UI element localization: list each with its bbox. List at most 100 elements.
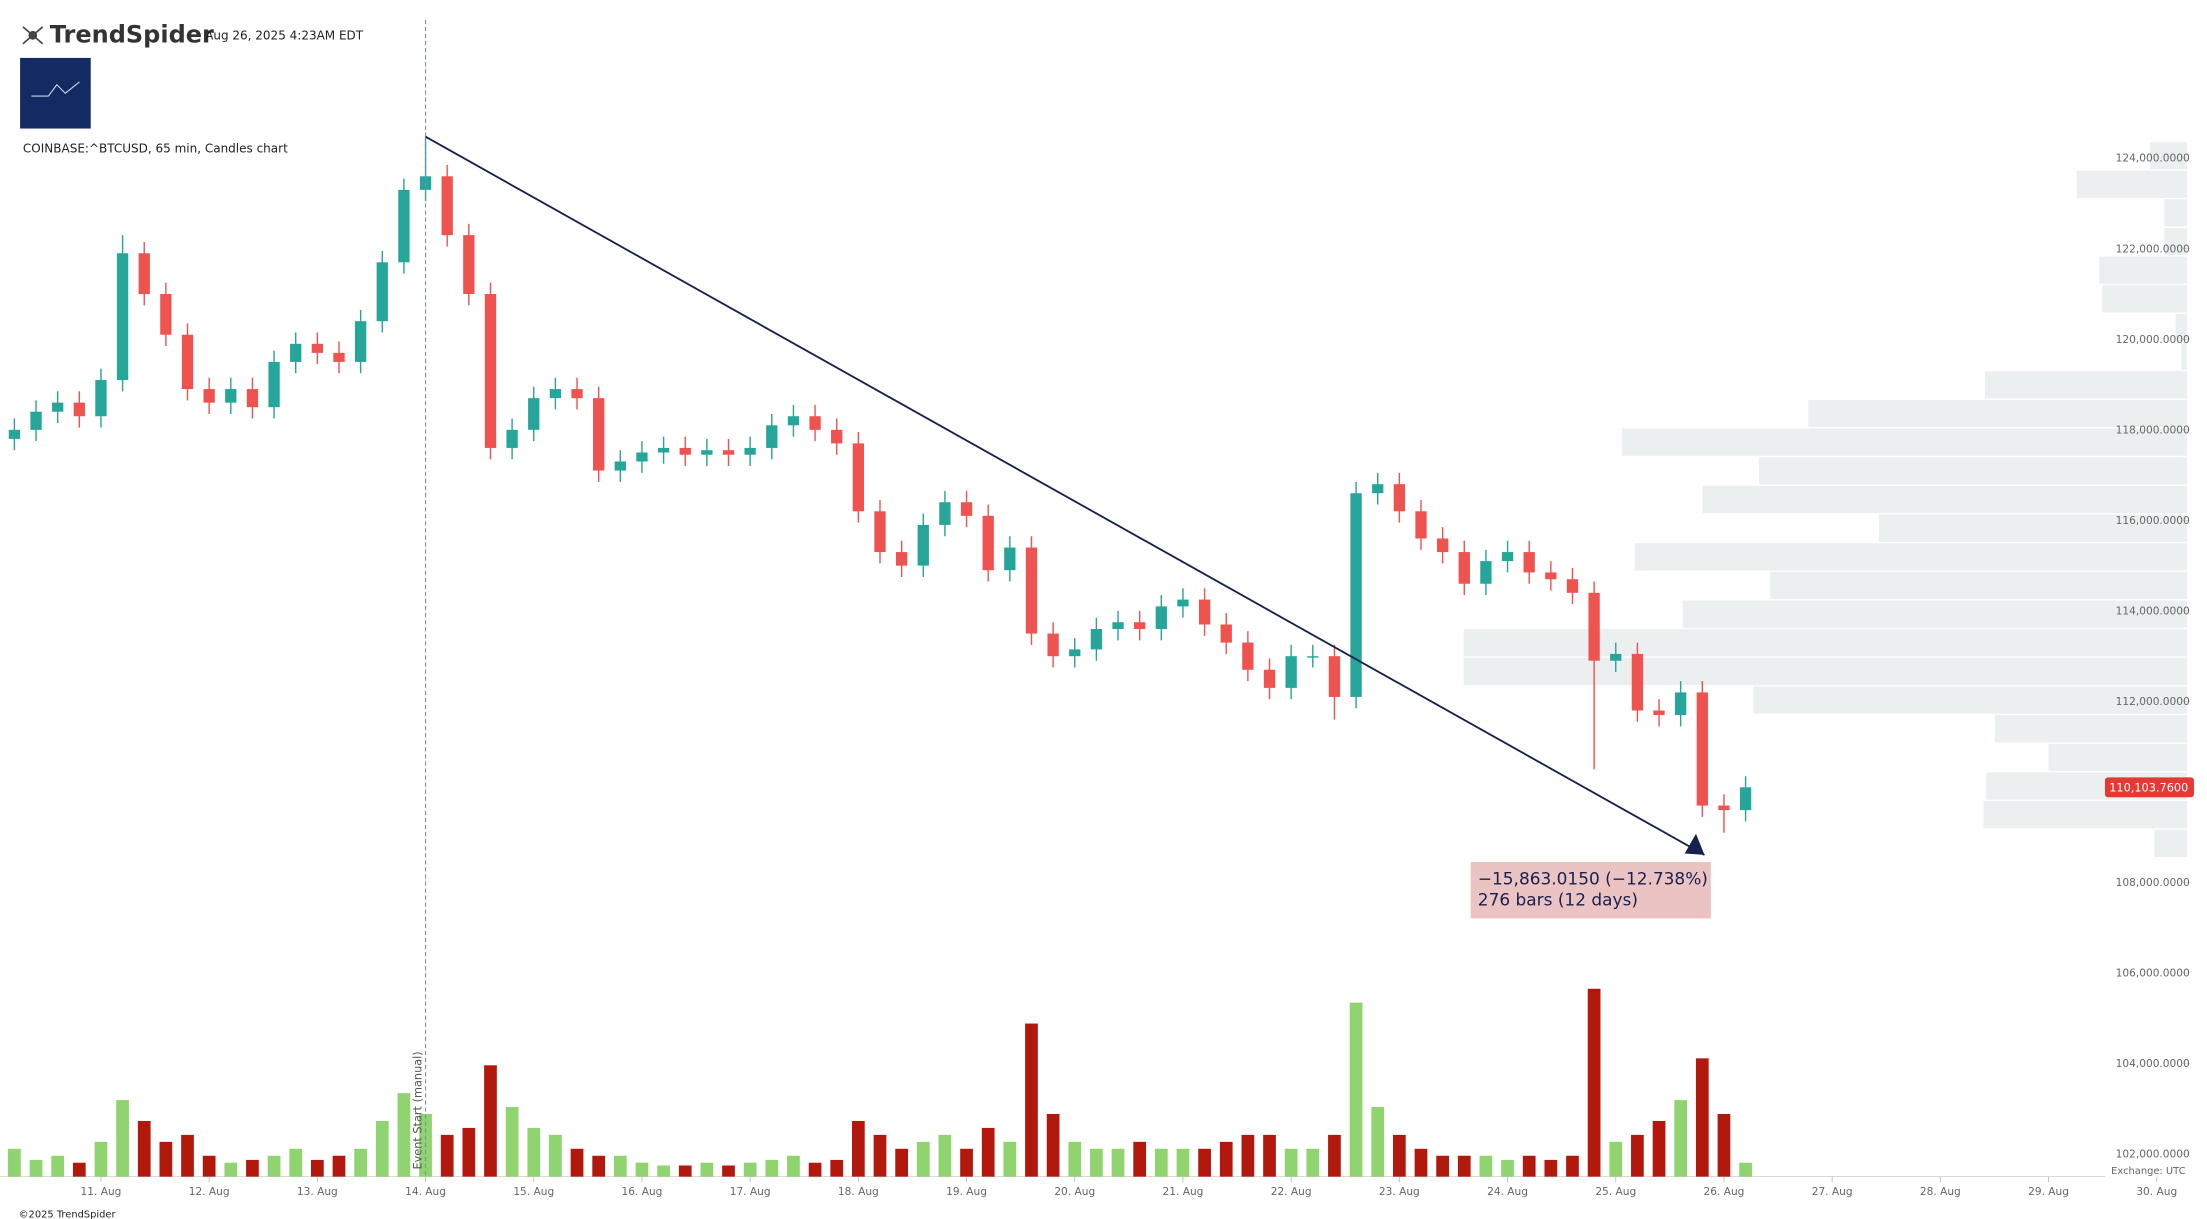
candle-body	[1696, 692, 1708, 806]
y-tick-label: 116,000.0000	[2116, 515, 2190, 527]
volume-bar	[51, 1155, 65, 1177]
measure-arrow	[1684, 833, 1705, 855]
candle-body	[246, 389, 259, 408]
volume-bar	[1025, 1023, 1038, 1177]
volume-bar	[1046, 1114, 1060, 1177]
candle-body	[376, 262, 388, 322]
volume-bar	[787, 1155, 800, 1177]
x-tick-label: 19. Aug	[946, 1186, 987, 1198]
measure-label: −15,863.0150 (−12.738%)	[1478, 869, 1708, 889]
candle-body	[917, 524, 929, 566]
x-tick-label: 26. Aug	[1704, 1186, 1745, 1198]
candle-body	[895, 552, 908, 566]
candle-body	[852, 443, 865, 512]
candle-body	[1610, 653, 1622, 661]
x-tick-label: 28. Aug	[1920, 1186, 1961, 1198]
exchange: Exchange: UTC	[2111, 1166, 2185, 1177]
x-tick-label: 24. Aug	[1487, 1186, 1528, 1198]
volume-bar	[224, 1162, 238, 1177]
profile-bar	[1984, 371, 2187, 399]
candle-body	[138, 253, 150, 295]
volume-bar	[1068, 1141, 1082, 1177]
timestamp: Aug 26, 2025 4:23AM EDT	[205, 29, 364, 43]
profile-bar	[1463, 657, 2187, 686]
profile-bar	[1758, 457, 2187, 485]
volume-bar	[657, 1165, 670, 1177]
volume-profile	[1463, 141, 2187, 857]
candle-body	[1675, 692, 1687, 716]
volume-bar	[94, 1141, 108, 1177]
volume-bar	[1133, 1141, 1147, 1177]
y-tick-label: 124,000.0000	[2116, 153, 2190, 165]
candle-body	[463, 235, 475, 295]
candle-body	[1436, 538, 1449, 553]
brand: TrendSpider	[50, 20, 214, 48]
volume-bar	[700, 1162, 714, 1177]
candle-body	[722, 450, 735, 455]
x-tick-label: 14. Aug	[405, 1186, 446, 1198]
profile-bar	[1753, 686, 2187, 714]
volume-bar	[181, 1134, 194, 1177]
volume-bar	[246, 1159, 259, 1177]
measure-label: 276 bars (12 days)	[1478, 890, 1638, 910]
candle-body	[982, 515, 994, 571]
volume-bar	[722, 1165, 735, 1177]
x-tick-label: 11. Aug	[81, 1186, 122, 1198]
candle-body	[116, 253, 129, 381]
y-tick-label: 120,000.0000	[2116, 334, 2190, 346]
x-tick-label: 12. Aug	[189, 1186, 230, 1198]
volume-bar	[1328, 1134, 1341, 1177]
volume-bar	[1479, 1155, 1493, 1177]
volume-bar	[938, 1134, 952, 1177]
profile-bar	[2164, 199, 2187, 227]
profile-bar	[1808, 399, 2187, 428]
profile-bar	[2150, 141, 2187, 170]
volume-bar	[1219, 1141, 1233, 1177]
x-tick-label: 15. Aug	[513, 1186, 554, 1198]
y-tick-label: 102,000.0000	[2116, 1149, 2190, 1161]
profile-bar	[2164, 227, 2187, 256]
event-label: Event Start (manual)	[411, 1051, 424, 1169]
chart-title: COINBASE:^BTCUSD, 65 min, Candles chart	[23, 142, 288, 156]
candle-body	[398, 189, 410, 263]
volume-bar	[354, 1148, 367, 1177]
candle-body	[1220, 624, 1232, 643]
volume-bar	[289, 1148, 303, 1177]
candle-body	[506, 429, 518, 448]
measure-box	[1470, 861, 1711, 919]
x-tick-label: 25. Aug	[1595, 1186, 1636, 1198]
profile-bar	[1621, 428, 2187, 456]
volume-bar	[1414, 1148, 1428, 1177]
y-tick-label: 104,000.0000	[2116, 1058, 2190, 1070]
volume-bar	[527, 1127, 541, 1177]
candle-body	[160, 294, 172, 335]
volume-bar	[873, 1134, 887, 1177]
candle-body	[1177, 599, 1189, 607]
volume-bar	[1436, 1155, 1449, 1177]
candle-body	[52, 402, 64, 412]
volume-bar	[1674, 1100, 1688, 1177]
volume-bar	[1631, 1134, 1644, 1177]
candle-body	[571, 389, 583, 399]
candle-body	[701, 450, 713, 455]
candle-body	[1090, 629, 1103, 650]
volume-bar	[267, 1155, 281, 1177]
candle-body	[1501, 552, 1514, 562]
candle-body	[939, 502, 951, 525]
candle-body	[744, 447, 756, 455]
x-tick-label: 27. Aug	[1812, 1186, 1853, 1198]
volume-bar	[462, 1127, 476, 1177]
volume-bar	[549, 1134, 562, 1177]
volume-bar	[310, 1159, 324, 1177]
candle-body	[1112, 622, 1124, 630]
profile-bar	[1994, 715, 2187, 743]
candle-body	[1134, 622, 1146, 630]
x-tick-label: 30. Aug	[2136, 1186, 2177, 1198]
candle-body	[1718, 805, 1730, 811]
volume-bar	[1306, 1148, 1320, 1177]
volume-bar	[1090, 1148, 1103, 1177]
candle-body	[679, 447, 691, 455]
candle-body	[73, 402, 85, 417]
candle-body	[1739, 787, 1752, 811]
